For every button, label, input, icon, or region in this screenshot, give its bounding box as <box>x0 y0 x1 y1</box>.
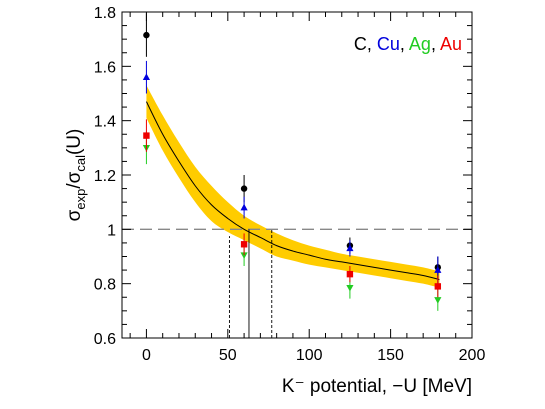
y-tick-label-1: 1 <box>107 222 116 239</box>
data-point-au-2 <box>240 241 248 248</box>
x-axis-title: K⁻ potential, −U [MeV] <box>282 376 472 397</box>
legend: C, Cu, Ag, Au <box>354 34 462 54</box>
data-point-cu-2 <box>240 203 248 211</box>
fit-curve <box>145 101 440 281</box>
fit-band-layer <box>145 85 440 288</box>
data-point-au-1 <box>143 132 150 139</box>
data-point-ag-4 <box>434 297 442 304</box>
legend-entry-au: Au <box>440 34 462 54</box>
legend-entry-cu: Cu <box>377 34 400 54</box>
plot-frame <box>121 11 473 339</box>
ticks-layer: 0 50 100 150 200 0.6 0.8 1 1.2 1.4 1.6 1.8 <box>94 5 486 364</box>
fit-uncertainty-band <box>146 85 440 288</box>
y-tick-label-1.2: 1.2 <box>94 168 116 185</box>
y-title-slash-sigma: /σ <box>64 171 85 188</box>
y-tick-label-0.6: 0.6 <box>94 331 116 348</box>
data-point-ag-2 <box>240 252 248 259</box>
axes-layer <box>121 11 473 339</box>
data-point-c-2 <box>240 185 248 192</box>
data-point-ag-3 <box>346 284 354 292</box>
x-tick-label-0: 0 <box>142 347 151 364</box>
legend-separator-2: , <box>400 34 409 54</box>
data-point-au-3 <box>346 270 354 278</box>
legend-entry-ag: Ag <box>409 34 431 54</box>
y-tick-label-1.8: 1.8 <box>94 5 116 22</box>
y-title-sub-exp: exp <box>73 189 88 210</box>
data-point-au-4 <box>434 283 442 290</box>
data-points-layer <box>142 13 442 311</box>
data-point-cu-1 <box>142 73 151 80</box>
x-tick-label-50: 50 <box>219 347 237 364</box>
x-tick-label-200: 200 <box>459 347 486 364</box>
data-point-cu-3 <box>346 244 354 252</box>
legend-separator-3: , <box>431 34 440 54</box>
y-tick-label-1.4: 1.4 <box>94 114 116 131</box>
y-tick-label-0.8: 0.8 <box>94 277 116 294</box>
data-point-cu-4 <box>434 266 442 273</box>
y-title-end: (U) <box>64 129 85 155</box>
y-axis-title: σexp/σcal(U) <box>64 129 88 222</box>
data-point-c-1 <box>143 31 150 39</box>
x-tick-label-150: 150 <box>377 347 404 364</box>
legend-separator-1: , <box>367 34 377 54</box>
x-tick-label-100: 100 <box>296 347 323 364</box>
y-tick-label-1.6: 1.6 <box>94 59 116 76</box>
legend-entry-c: C <box>354 34 367 54</box>
vertical-marker-layer <box>228 229 273 338</box>
y-title-sigma-1: σ <box>64 209 85 221</box>
y-title-sub-cal: cal <box>73 155 88 172</box>
